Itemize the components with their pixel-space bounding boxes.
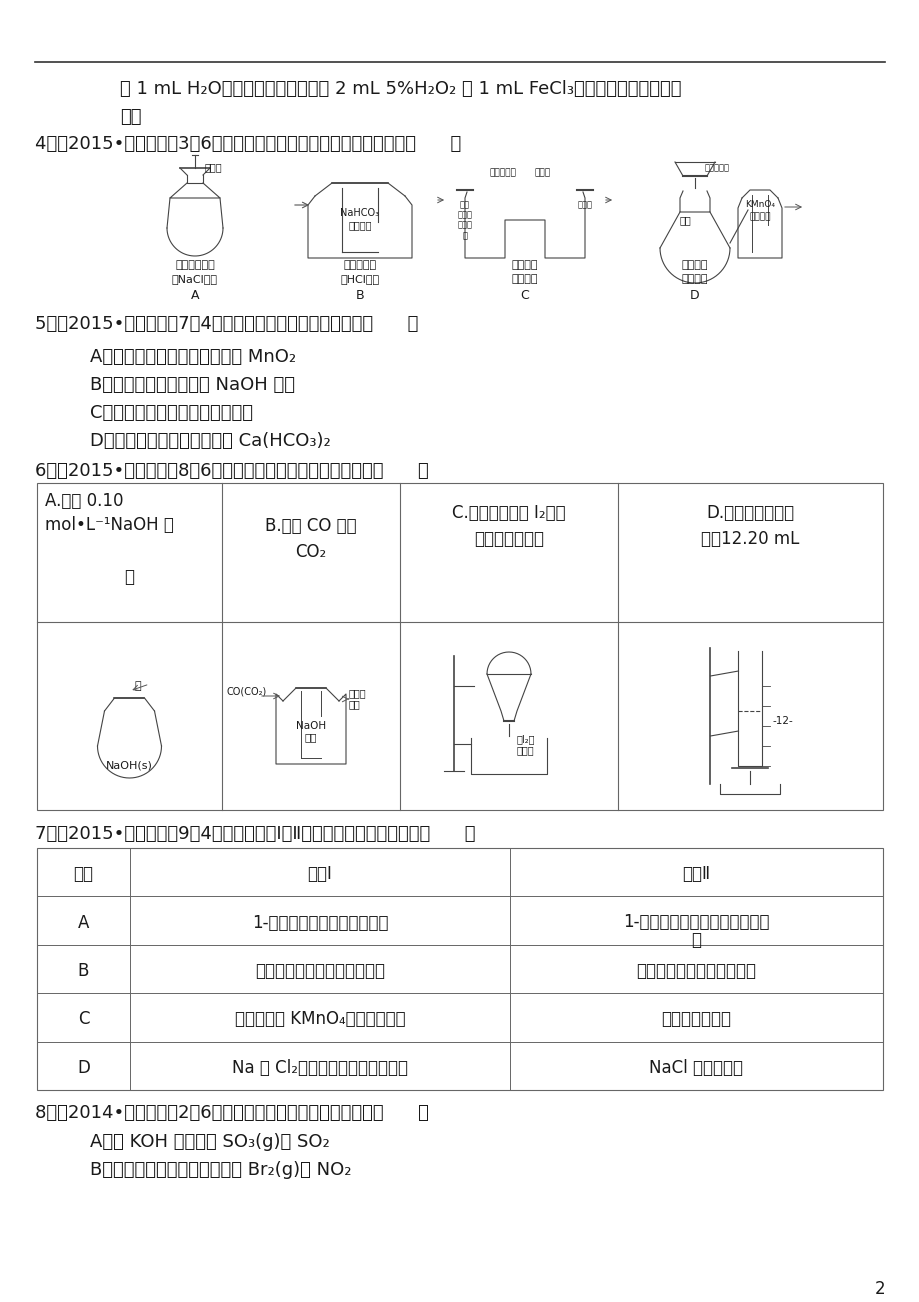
Text: 数为12.20 mL: 数为12.20 mL xyxy=(700,530,799,548)
Text: 7．（2015•广东理综，9，4分）下列叙述Ⅰ和Ⅱ均正确并有因果关系的是（      ）: 7．（2015•广东理综，9，4分）下列叙述Ⅰ和Ⅱ均正确并有因果关系的是（ ） xyxy=(35,825,475,842)
Text: -12-: -12- xyxy=(772,716,792,727)
Text: 叙述Ⅱ: 叙述Ⅱ xyxy=(682,866,709,883)
Text: 和 1 mL H₂O，向另一支试管中加入 2 mL 5%H₂O₂ 和 1 mL FeCl₃溶液，观察并比较实验: 和 1 mL H₂O，向另一支试管中加入 2 mL 5%H₂O₂ 和 1 mL … xyxy=(119,79,681,98)
Text: 乙二酸具有酸性: 乙二酸具有酸性 xyxy=(661,1010,731,1029)
Text: 红墨水: 红墨水 xyxy=(535,168,550,177)
Text: A: A xyxy=(190,289,199,302)
Text: 出水层后的操作: 出水层后的操作 xyxy=(473,530,543,548)
Text: B: B xyxy=(78,962,89,980)
Text: 原电池可将化学能转化为电能: 原电池可将化学能转化为电能 xyxy=(255,962,384,980)
Text: C．稀硝酸可除去试管内壁的银镜: C．稀硝酸可除去试管内壁的银镜 xyxy=(90,404,253,422)
Text: Na 在 Cl₂中燃烧的生成物含离子键: Na 在 Cl₂中燃烧的生成物含离子键 xyxy=(232,1059,407,1077)
Text: 氧化腐蚀: 氧化腐蚀 xyxy=(511,273,538,284)
Text: 酸性溶液: 酸性溶液 xyxy=(748,212,770,221)
Text: 选项: 选项 xyxy=(74,866,94,883)
Text: B.除去 CO 中的: B.除去 CO 中的 xyxy=(265,517,357,535)
Text: NaHCO₃: NaHCO₃ xyxy=(340,208,380,217)
Text: 4．（2015•四川理综，3，6分）下列操作或装置能达到实验目的的是（      ）: 4．（2015•四川理综，3，6分）下列操作或装置能达到实验目的的是（ ） xyxy=(35,135,460,154)
Text: 现象: 现象 xyxy=(119,108,142,126)
Text: 原电池需外接电源才能工作: 原电池需外接电源才能工作 xyxy=(636,962,755,980)
Text: 饱和食盐水: 饱和食盐水 xyxy=(490,168,516,177)
Text: 6．（2015•安徽理综，8，6分）下列有关实验的选项正确的是（      ）: 6．（2015•安徽理综，8，6分）下列有关实验的选项正确的是（ ） xyxy=(35,462,428,480)
Text: 离: 离 xyxy=(691,931,701,949)
Text: 8．（2014•重庆理综，2，6分）下列实验可实现鉴别目的的是（      ）: 8．（2014•重庆理综，2，6分）下列实验可实现鉴别目的的是（ ） xyxy=(35,1104,428,1122)
Text: 叙述Ⅰ: 叙述Ⅰ xyxy=(307,866,332,883)
Text: 饱和食盐水: 饱和食盐水 xyxy=(704,163,729,172)
Text: NaOH
溶液: NaOH 溶液 xyxy=(296,721,325,742)
Text: 1-己醇和己烷可通过蒸馏初步分: 1-己醇和己烷可通过蒸馏初步分 xyxy=(622,913,769,931)
Bar xyxy=(37,848,882,1090)
Text: B．用湿润碘化钾淀粉试纸鉴别 Br₂(g)和 NO₂: B．用湿润碘化钾淀粉试纸鉴别 Br₂(g)和 NO₂ xyxy=(90,1161,351,1180)
Text: 2: 2 xyxy=(873,1280,884,1298)
Bar xyxy=(37,483,882,810)
Text: B: B xyxy=(356,289,364,302)
Text: 液: 液 xyxy=(124,568,134,586)
Text: 检验乙炔: 检验乙炔 xyxy=(681,260,708,270)
Text: A．用 KOH 溶液鉴别 SO₃(g)和 SO₂: A．用 KOH 溶液鉴别 SO₃(g)和 SO₂ xyxy=(90,1133,329,1151)
Text: 水: 水 xyxy=(134,681,141,691)
Text: C: C xyxy=(78,1010,89,1029)
Text: 的HCl气体: 的HCl气体 xyxy=(340,273,380,284)
Text: 5．（2015•海南化学，7，4分）下列叙述正确的是（双选）（      ）: 5．（2015•海南化学，7，4分）下列叙述正确的是（双选）（ ） xyxy=(35,315,418,333)
Text: C.苯萃取碘水中 I₂，分: C.苯萃取碘水中 I₂，分 xyxy=(452,504,565,522)
Text: D．煮沸自来水可除去其中的 Ca(HCO₃)₂: D．煮沸自来水可除去其中的 Ca(HCO₃)₂ xyxy=(90,432,331,450)
Text: A: A xyxy=(78,914,89,932)
Text: D.记录滴定终点读: D.记录滴定终点读 xyxy=(706,504,794,522)
Text: B．可用磨口玻璃瓶保存 NaOH 溶液: B．可用磨口玻璃瓶保存 NaOH 溶液 xyxy=(90,376,295,395)
Text: 接干燥
装置: 接干燥 装置 xyxy=(348,687,367,710)
Text: 1-己醇的沸点比己烷的沸点高: 1-己醇的沸点比己烷的沸点高 xyxy=(252,914,388,932)
Text: A.配制 0.10: A.配制 0.10 xyxy=(45,492,123,510)
Text: KMnO₄: KMnO₄ xyxy=(744,201,774,210)
Text: 除去氯气中: 除去氯气中 xyxy=(343,260,376,270)
Text: mol•L⁻¹NaOH 溶: mol•L⁻¹NaOH 溶 xyxy=(45,516,174,534)
Text: 电石: 电石 xyxy=(678,215,690,225)
Text: D: D xyxy=(689,289,699,302)
Text: 饱和溶液: 饱和溶液 xyxy=(348,220,371,230)
Text: CO(CO₂): CO(CO₂) xyxy=(227,686,267,697)
Text: 配制一定浓度: 配制一定浓度 xyxy=(175,260,215,270)
Text: 玻璃棒: 玻璃棒 xyxy=(205,161,222,172)
Text: 含I₂的
苯溶液: 含I₂的 苯溶液 xyxy=(516,734,535,755)
Text: D: D xyxy=(77,1059,90,1077)
Text: 红墨水: 红墨水 xyxy=(577,201,592,210)
Text: 的还原性: 的还原性 xyxy=(681,273,708,284)
Text: 铁钉
饱食盐
水的液
阻: 铁钉 饱食盐 水的液 阻 xyxy=(457,201,472,240)
Text: NaOH(s): NaOH(s) xyxy=(106,760,153,771)
Text: 的NaCl溶液: 的NaCl溶液 xyxy=(172,273,218,284)
Text: CO₂: CO₂ xyxy=(295,543,326,561)
Text: A．稀盐酸可除去烧瓶内残留的 MnO₂: A．稀盐酸可除去烧瓶内残留的 MnO₂ xyxy=(90,348,296,366)
Text: 观察铁的: 观察铁的 xyxy=(511,260,538,270)
Text: C: C xyxy=(520,289,528,302)
Text: 乙二酸可与 KMnO₄溶液发生反应: 乙二酸可与 KMnO₄溶液发生反应 xyxy=(234,1010,405,1029)
Text: NaCl 固体可导电: NaCl 固体可导电 xyxy=(649,1059,743,1077)
